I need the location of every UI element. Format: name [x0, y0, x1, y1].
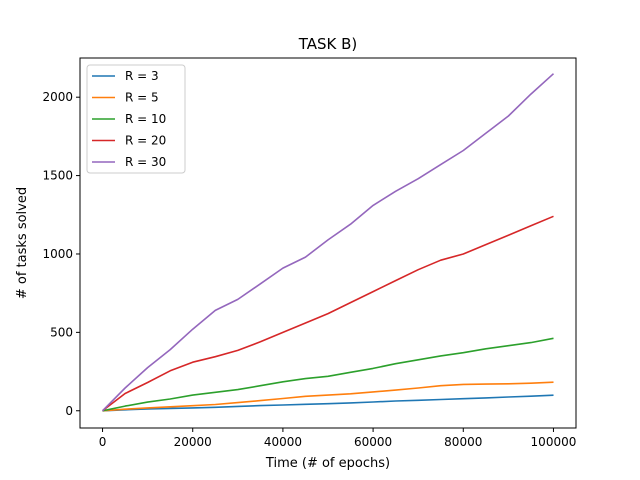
y-tick-label: 1000	[42, 247, 73, 261]
series-line-3	[102, 215, 554, 412]
y-tick-label: 1500	[42, 169, 73, 183]
legend-label-3: R = 20	[125, 134, 166, 148]
plot-frame	[79, 57, 577, 429]
x-tick-label: 20000	[174, 435, 212, 449]
y-axis: 0 500 1000 1500 2000	[42, 90, 80, 418]
legend-box	[86, 64, 186, 174]
x-axis-label: Time (# of epochs)	[265, 456, 390, 471]
chart-title: TASK B)	[298, 35, 358, 53]
y-axis-label: # of tasks solved	[15, 187, 30, 299]
legend-label-1: R = 5	[125, 91, 159, 105]
legend-label-2: R = 10	[125, 112, 166, 126]
x-tick-label: 40000	[264, 435, 302, 449]
x-tick-label: 100000	[531, 435, 577, 449]
legend-label-0: R = 3	[125, 69, 159, 83]
series-line-4	[101, 73, 555, 412]
x-tick-label: 80000	[444, 435, 482, 449]
series-line-2	[102, 337, 554, 412]
legend: R = 3 R = 5 R = 10 R = 20 R = 30	[86, 64, 186, 174]
x-tick-label: 60000	[354, 435, 392, 449]
series-line-0	[102, 394, 554, 412]
plot-lines	[101, 73, 555, 412]
y-tick-label: 0	[65, 404, 73, 418]
y-tick-label: 500	[50, 325, 73, 339]
x-tick-label: 0	[99, 435, 107, 449]
legend-label-4: R = 30	[125, 155, 166, 169]
series-line-1	[102, 381, 554, 412]
x-axis: 0 20000 40000 60000 80000 100000	[99, 428, 577, 449]
y-tick-label: 2000	[42, 90, 73, 104]
